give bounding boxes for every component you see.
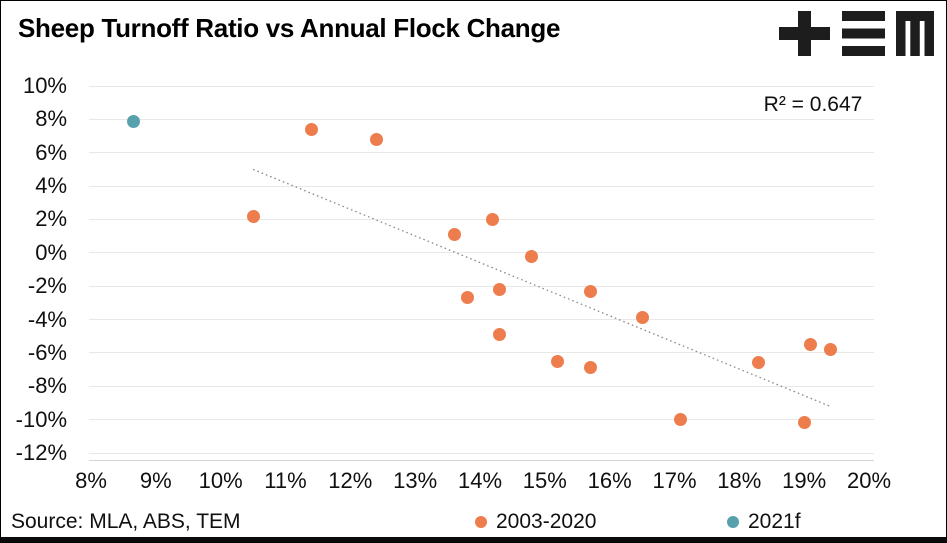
y-axis-labels: 10% 8% 6% 4% 2% 0% -2% -4% -6% -8% -10% -12% [1,73,67,465]
gridline [89,385,874,387]
gridline [89,419,874,421]
x-tick-label: 12% [328,468,373,493]
scatter-point-2003-2020 [804,338,818,352]
trendline [252,168,831,407]
legend-label-2021f: 2021f [748,510,801,533]
x-tick-label: 16% [587,468,632,493]
legend-item-2021f: 2021f [727,510,801,534]
y-tick-label: 8% [35,106,67,132]
source-note: Source: MLA, ABS, TEM [11,510,241,533]
r-squared-label: R² = 0.647 [763,93,863,116]
x-tick-label: 15% [522,468,567,493]
scatter-point-2003-2020 [797,416,811,430]
bottom-accent-bar [1,537,946,542]
scatter-point-2003-2020 [583,284,597,298]
scatter-point-2003-2020 [635,311,649,325]
gridline [89,152,874,154]
y-tick-label: 2% [35,206,67,232]
scatter-point-2003-2020 [447,227,461,241]
y-tick-label: 10% [22,73,67,98]
legend-item-2003-2020: 2003-2020 [475,510,596,534]
y-tick-label: -8% [27,373,67,399]
gridline [89,452,874,454]
scatter-point-2003-2020 [246,209,260,223]
x-tick-label: 10% [198,468,243,493]
gridline [89,185,874,187]
scatter-point-2003-2020 [583,361,597,375]
y-tick-label: -6% [27,339,67,365]
plot-area [89,85,874,461]
y-tick-label: -10% [15,406,67,432]
y-tick-label: 6% [35,139,67,165]
x-tick-label: 13% [393,468,438,493]
x-tick-label: 19% [782,468,827,493]
scatter-point-2003-2020 [525,249,539,263]
gridline [89,352,874,354]
y-tick-label: 0% [35,239,67,265]
y-tick-label: -12% [15,440,67,465]
gridline [89,252,874,254]
scatter-point-2003-2020 [674,413,688,427]
gridline [89,118,874,120]
gridline [89,218,874,220]
scatter-point-2003-2020 [752,356,766,370]
tem-logo [779,11,934,61]
x-tick-label: 14% [457,468,503,493]
y-tick-label: 4% [35,173,67,199]
x-tick-label: 11% [264,468,307,493]
scatter-point-2003-2020 [304,122,318,136]
x-tick-label: 8% [75,468,107,493]
scatter-point-2003-2020 [551,354,565,368]
scatter-point-2003-2020 [486,212,500,226]
gridline [89,85,874,87]
scatter-point-2003-2020 [823,343,837,357]
scatter-point-2003-2020 [492,328,506,342]
x-tick-label: 9% [139,468,172,493]
x-tick-label: 20% [846,468,892,493]
y-tick-label: -2% [27,273,67,299]
legend-swatch-orange [475,516,487,528]
legend-label-2003-2020: 2003-2020 [496,510,597,533]
x-axis-labels: 8% 9% 10% 11% 12% 13% 14% 15% 16% 17% 18% 19% 20% [75,468,891,496]
logo-bars-icon [842,11,885,21]
gridline [89,285,874,287]
legend-swatch-teal [727,516,739,528]
x-tick-label: 18% [717,468,762,493]
scatter-point-2003-2020 [460,291,474,305]
chart-title: Sheep Turnoff Ratio vs Annual Flock Chan… [18,13,561,43]
scatter-point-2003-2020 [369,132,383,146]
scatter-point-2003-2020 [492,283,506,297]
x-tick-label: 17% [652,468,697,493]
gridline [89,319,874,321]
scatter-point-2021f [126,114,140,128]
y-tick-label: -4% [27,306,67,332]
